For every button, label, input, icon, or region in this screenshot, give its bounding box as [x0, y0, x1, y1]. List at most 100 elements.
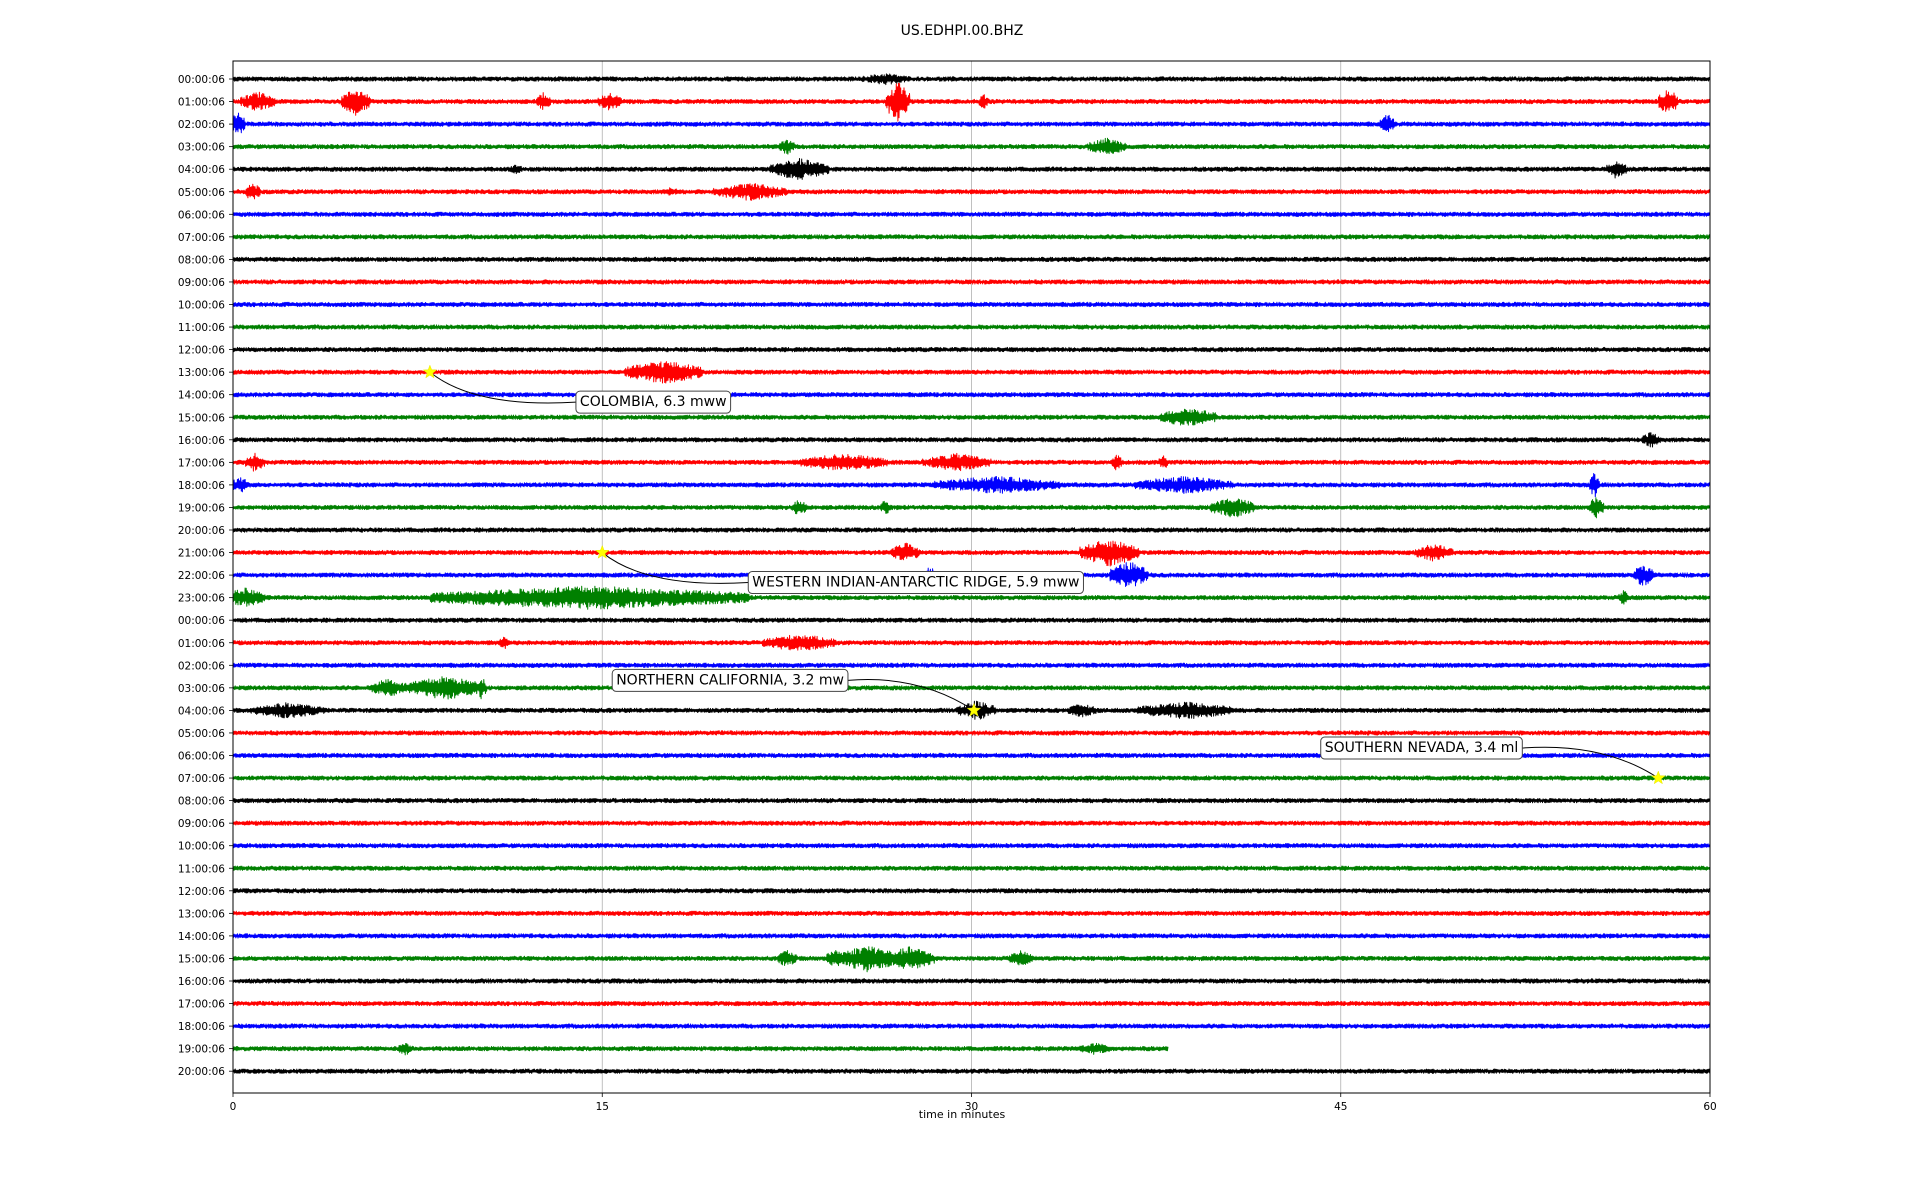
event-label-box	[575, 390, 732, 414]
seismic-trace	[232, 112, 1711, 134]
x-tick-label: 45	[1334, 1101, 1347, 1113]
y-tick-label: 02:00:06	[178, 660, 225, 672]
seismic-trace	[232, 361, 1711, 384]
seismic-trace	[232, 775, 1711, 781]
seismic-trace	[232, 540, 1711, 567]
y-tick-label: 03:00:06	[178, 142, 225, 154]
seismic-trace	[232, 1068, 1711, 1074]
seismogram-traces	[232, 73, 1711, 1074]
x-axis-ticks: 0 15 30 45 60	[230, 1093, 1717, 1113]
y-tick-label: 10:00:06	[178, 841, 225, 853]
y-tick-label: 02:00:06	[178, 119, 225, 131]
y-axis-ticks: 00:00:06 01:00:06 02:00:06 03:00:06 04:00:06…	[178, 74, 233, 1078]
event-star-marker	[1650, 770, 1666, 785]
seismic-trace	[232, 933, 1711, 939]
event-connector	[601, 552, 749, 584]
y-tick-label: 13:00:06	[178, 908, 225, 920]
y-tick-label: 05:00:06	[178, 728, 225, 740]
y-tick-label: 12:00:06	[178, 345, 225, 357]
y-tick-label: 00:00:06	[178, 615, 225, 627]
seismic-trace	[232, 452, 1711, 472]
seismic-trace	[232, 497, 1711, 519]
seismic-trace	[232, 211, 1711, 217]
y-tick-label: 14:00:06	[178, 390, 225, 402]
event-label: NORTHERN CALIFORNIA, 3.2 mw	[616, 672, 844, 688]
seismic-trace	[232, 158, 1711, 180]
y-tick-label: 09:00:06	[178, 277, 225, 289]
y-tick-label: 11:00:06	[178, 863, 225, 875]
y-tick-label: 22:00:06	[178, 570, 225, 582]
seismic-trace	[232, 346, 1711, 353]
y-tick-label: 12:00:06	[178, 886, 225, 898]
seismic-trace	[232, 888, 1711, 894]
y-tick-label: 15:00:06	[178, 412, 225, 424]
y-tick-label: 06:00:06	[178, 209, 225, 221]
seismic-trace	[232, 820, 1711, 826]
seismic-trace	[232, 137, 1711, 155]
y-tick-label: 01:00:06	[178, 638, 225, 650]
event-label: SOUTHERN NEVADA, 3.4 ml	[1325, 740, 1519, 756]
y-tick-label: 03:00:06	[178, 683, 225, 695]
event-star-marker	[594, 544, 610, 559]
event-annotation: SOUTHERN NEVADA, 3.4 ml	[1320, 736, 1666, 785]
y-tick-label: 15:00:06	[178, 953, 225, 965]
seismic-trace	[232, 527, 1711, 533]
seismic-trace	[232, 234, 1711, 240]
seismic-trace	[232, 73, 1711, 86]
seismic-trace	[232, 730, 1711, 736]
y-tick-label: 18:00:06	[178, 1021, 225, 1033]
seismic-trace	[232, 473, 1711, 498]
seismic-trace	[232, 279, 1711, 285]
event-connector	[429, 371, 576, 404]
y-tick-label: 14:00:06	[178, 931, 225, 943]
seismic-trace	[232, 865, 1711, 871]
y-tick-label: 01:00:06	[178, 97, 225, 109]
chart-title: US.EDHPI.00.BHZ	[901, 23, 1024, 39]
y-tick-label: 07:00:06	[178, 232, 225, 244]
seismic-trace	[232, 408, 1711, 426]
seismic-trace	[232, 392, 1711, 398]
seismic-trace	[232, 978, 1711, 984]
y-tick-label: 21:00:06	[178, 548, 225, 560]
seismic-trace	[232, 843, 1711, 849]
y-tick-label: 19:00:06	[178, 1044, 225, 1056]
event-star-marker	[422, 364, 438, 379]
event-label: WESTERN INDIAN-ANTARCTIC RIDGE, 5.9 mww	[752, 575, 1079, 591]
seismic-trace	[232, 797, 1711, 804]
y-tick-label: 08:00:06	[178, 796, 225, 808]
y-tick-label: 00:00:06	[178, 74, 225, 86]
y-tick-label: 13:00:06	[178, 367, 225, 379]
event-label-box	[1320, 736, 1523, 760]
x-tick-label: 0	[230, 1101, 237, 1113]
seismic-trace	[232, 1000, 1711, 1007]
x-tick-label: 60	[1703, 1101, 1716, 1113]
y-tick-label: 11:00:06	[178, 322, 225, 334]
y-tick-label: 23:00:06	[178, 593, 225, 605]
y-tick-label: 17:00:06	[178, 457, 225, 469]
seismic-trace	[232, 585, 1711, 610]
y-tick-label: 06:00:06	[178, 751, 225, 763]
y-tick-label: 16:00:06	[178, 435, 225, 447]
seismic-trace	[232, 617, 1711, 623]
event-connector	[847, 679, 975, 711]
seismic-trace	[232, 676, 1711, 700]
seismic-trace	[232, 301, 1711, 308]
event-label: COLOMBIA, 6.3 mww	[580, 394, 727, 410]
y-tick-label: 08:00:06	[178, 254, 225, 266]
y-tick-label: 20:00:06	[178, 1066, 225, 1078]
y-tick-label: 18:00:06	[178, 480, 225, 492]
event-annotations: COLOMBIA, 6.3 mww WESTERN INDIAN-ANTARCTI…	[422, 364, 1666, 785]
seismic-trace	[232, 1042, 1169, 1056]
x-tick-label: 30	[965, 1101, 978, 1113]
seismic-trace	[232, 432, 1711, 448]
y-tick-label: 07:00:06	[178, 773, 225, 785]
y-tick-label: 20:00:06	[178, 525, 225, 537]
seismic-trace	[232, 256, 1711, 263]
event-label-box	[611, 668, 849, 692]
seismic-trace	[232, 183, 1711, 201]
y-tick-label: 04:00:06	[178, 705, 225, 717]
x-tick-label: 15	[596, 1101, 609, 1113]
event-annotation: WESTERN INDIAN-ANTARCTIC RIDGE, 5.9 mww	[594, 544, 1084, 595]
x-axis-label: time in minutes	[919, 1108, 1006, 1121]
